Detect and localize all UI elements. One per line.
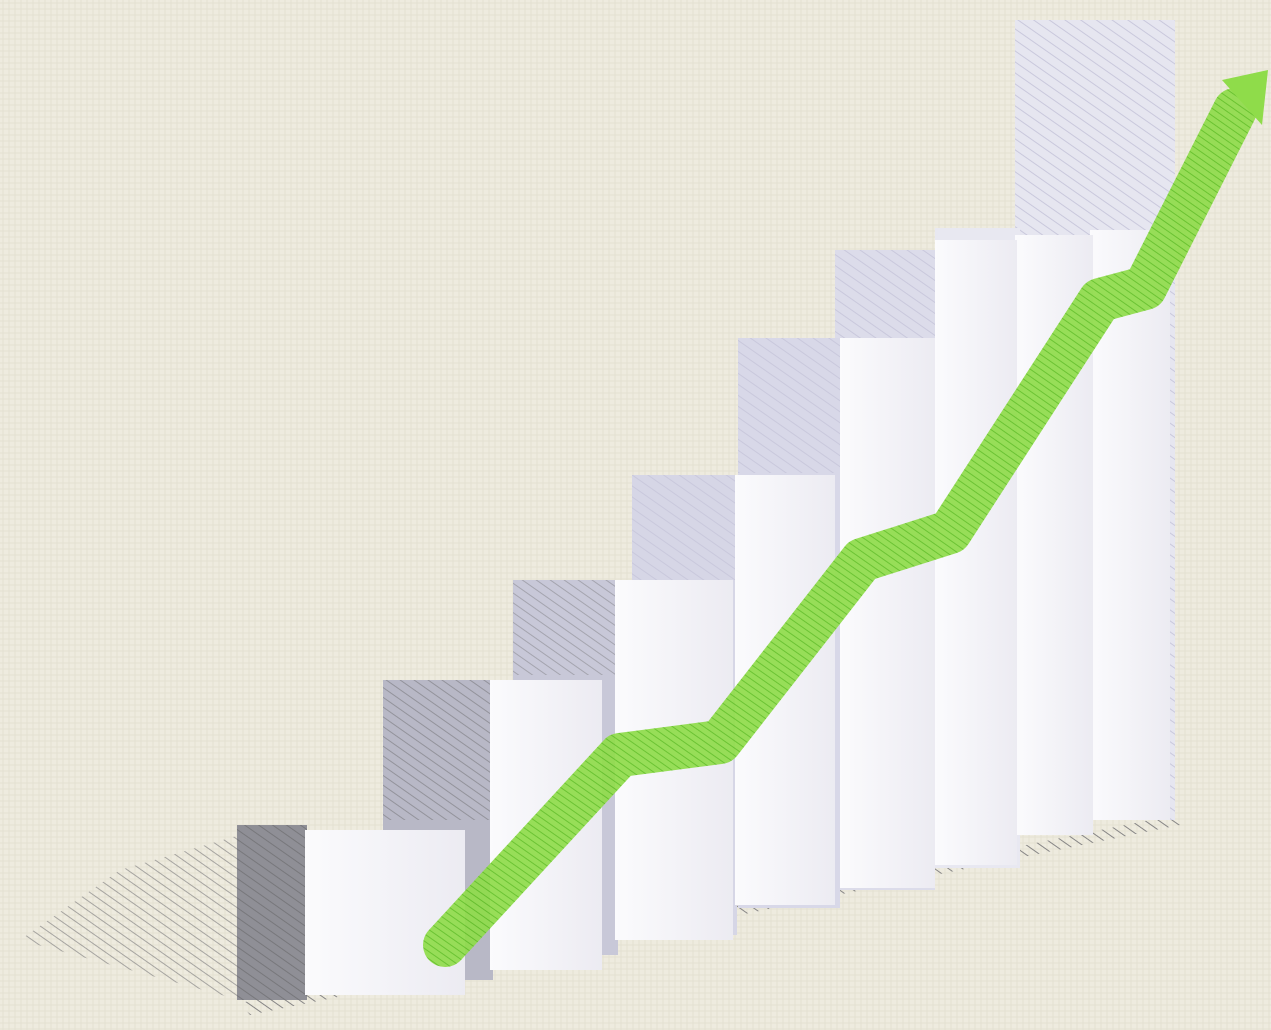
arrow-body bbox=[423, 88, 1257, 967]
arrow-head bbox=[1222, 70, 1268, 125]
bar-hatch bbox=[383, 680, 493, 820]
bar-hatch bbox=[632, 475, 737, 580]
shadow bbox=[20, 835, 240, 1000]
bar-hatch bbox=[835, 250, 935, 340]
bar-hatch bbox=[237, 825, 307, 1000]
bar-hatch bbox=[738, 338, 840, 473]
bar-hatch bbox=[513, 580, 618, 675]
trend-arrow bbox=[423, 70, 1268, 967]
bar-front bbox=[840, 338, 935, 888]
bar-front bbox=[305, 830, 465, 995]
